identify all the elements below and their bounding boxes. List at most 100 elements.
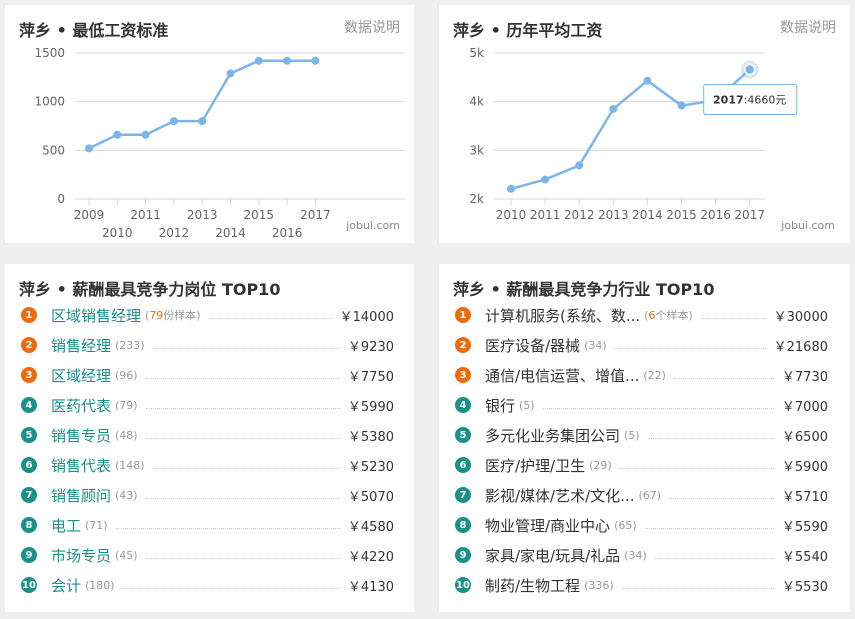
list-item: 3 区域经理 (96) ￥7750 <box>21 360 394 390</box>
sample-count-suffix: 个样本) <box>655 309 693 322</box>
x-tick-label: 2012 <box>159 226 190 240</box>
item-name-link[interactable]: 制药/生物工程 <box>485 576 581 595</box>
list-item: 9 市场专员 (45) ￥4220 <box>21 540 394 570</box>
item-salary: ￥7730 <box>781 369 828 385</box>
item-name-link[interactable]: 销售顾问 <box>51 486 112 505</box>
rank-badge: 5 <box>455 427 471 443</box>
x-tick-label: 2015 <box>244 208 275 222</box>
item-name-link[interactable]: 家具/家电/玩具/礼品 <box>485 546 621 565</box>
y-tick-label: 0 <box>57 192 65 206</box>
sample-count-open-paren: ( <box>145 309 150 322</box>
list-item: 3 通信/电信运营、增值... (22) ￥7730 <box>455 360 828 390</box>
item-sample-count: (34) <box>584 338 607 352</box>
dotted-leader <box>542 407 774 409</box>
item-name-link[interactable]: 市场专员 <box>51 546 112 565</box>
sample-count-number: 6 <box>648 309 656 322</box>
list-item: 6 医疗/护理/卫生 (29) ￥5900 <box>455 450 828 480</box>
avg-wage-panel: 萍乡 • 历年平均工资 数据说明 2k 3k 4k 5k 2010 2011 2012 201… <box>439 5 850 243</box>
x-tick-label: 2011 <box>530 208 561 222</box>
item-salary: ￥4580 <box>347 519 394 535</box>
list-item: 5 多元化业务集团公司 (5) ￥6500 <box>455 420 828 450</box>
item-name-link[interactable]: 医疗/护理/卫生 <box>485 456 586 475</box>
item-name-link[interactable]: 医疗设备/器械 <box>485 336 581 355</box>
tooltip-box <box>703 84 798 116</box>
list-item: 7 影视/媒体/艺术/文化... (67) ￥5710 <box>455 480 828 510</box>
item-name-link[interactable]: 医药代表 <box>51 396 112 415</box>
data-point <box>198 117 207 126</box>
rank-badge: 6 <box>21 457 37 473</box>
watermark: jobui.com <box>345 219 400 232</box>
item-salary: ￥9230 <box>347 339 394 355</box>
item-salary: ￥5900 <box>781 459 828 475</box>
series-line <box>88 59 316 150</box>
dotted-leader <box>145 557 340 559</box>
sample-count-number: 79 <box>149 309 164 322</box>
dotted-leader <box>145 497 340 499</box>
item-name-link[interactable]: 销售专员 <box>51 426 112 445</box>
item-name-link[interactable]: 会计 <box>51 576 82 595</box>
rank-badge: 2 <box>21 337 37 353</box>
item-name-link[interactable]: 物业管理/商业中心 <box>485 516 611 535</box>
item-sample-count: (96) <box>115 368 138 382</box>
item-name-link[interactable]: 销售经理 <box>51 336 112 355</box>
dotted-leader <box>644 527 774 529</box>
x-tick-label: 2012 <box>564 208 595 222</box>
dotted-leader <box>152 467 340 469</box>
item-name-link[interactable]: 多元化业务集团公司 <box>485 426 621 445</box>
min-wage-data-note-link[interactable]: 数据说明 <box>344 20 400 36</box>
min-wage-title: 萍乡 • 最低工资标准 <box>19 21 169 40</box>
dotted-leader <box>654 557 774 559</box>
top-jobs-title: 萍乡 • 薪酬最具竞争力岗位 TOP10 <box>19 280 281 299</box>
item-name-link[interactable]: 银行 <box>485 396 516 415</box>
item-sample-count: (34) <box>624 548 647 562</box>
item-name-link[interactable]: 区域销售经理 <box>51 306 142 325</box>
x-tick-label: 2017 <box>300 208 331 222</box>
item-sample-count: (180) <box>85 578 115 592</box>
item-sample-count: (45) <box>115 548 138 562</box>
rank-badge: 8 <box>455 517 471 533</box>
item-name-link[interactable]: 区域经理 <box>51 366 112 385</box>
item-salary: ￥4220 <box>347 549 394 565</box>
item-name-link[interactable]: 电工 <box>51 516 82 535</box>
list-item: 1 计算机服务(系统、数... (6个样本) ￥30000 <box>455 300 828 330</box>
item-sample-count: (6个样本) <box>644 307 693 323</box>
x-tick-label: 2010 <box>102 226 133 240</box>
item-salary: ￥30000 <box>773 309 828 325</box>
rank-badge: 7 <box>21 487 37 503</box>
rank-badge: 4 <box>21 397 37 413</box>
item-salary: ￥5540 <box>781 549 828 565</box>
dotted-leader <box>145 437 340 439</box>
rank-badge: 4 <box>455 397 471 413</box>
x-tick-label: 2013 <box>187 208 218 222</box>
item-name-link[interactable]: 计算机服务(系统、数... <box>485 306 641 325</box>
item-sample-count: (5) <box>519 398 535 412</box>
item-sample-count: (43) <box>115 488 138 502</box>
item-sample-count: (148) <box>115 458 145 472</box>
list-item: 5 销售专员 (48) ￥5380 <box>21 420 394 450</box>
item-sample-count: (79份样本) <box>145 307 201 323</box>
item-salary: ￥5990 <box>347 399 394 415</box>
item-name-link[interactable]: 销售代表 <box>51 456 112 475</box>
avg-wage-data-note-link[interactable]: 数据说明 <box>780 20 836 36</box>
x-tick-label: 2013 <box>598 208 629 222</box>
tooltip: 2017:4660元 <box>703 84 798 116</box>
dotted-leader <box>145 377 340 379</box>
y-tick-label: 3k <box>469 143 484 157</box>
watermark: jobui.com <box>780 219 835 232</box>
item-salary: ￥7000 <box>781 399 828 415</box>
item-sample-count: (233) <box>115 338 145 352</box>
dotted-leader <box>673 377 774 379</box>
item-salary: ￥6500 <box>781 429 828 445</box>
data-point <box>113 130 122 139</box>
item-name-link[interactable]: 影视/媒体/艺术/文化... <box>485 486 635 505</box>
rank-badge: 2 <box>455 337 471 353</box>
dotted-leader <box>614 347 766 349</box>
y-tick-label: 2k <box>469 192 484 206</box>
data-point <box>541 175 550 184</box>
item-name-link[interactable]: 通信/电信运营、增值... <box>485 366 640 385</box>
top-industries-panel: 萍乡 • 薪酬最具竞争力行业 TOP10 1 计算机服务(系统、数... (6个样本… <box>439 264 850 612</box>
data-point <box>609 104 618 113</box>
x-tick-label: 2010 <box>496 208 527 222</box>
rank-badge: 1 <box>21 307 37 323</box>
